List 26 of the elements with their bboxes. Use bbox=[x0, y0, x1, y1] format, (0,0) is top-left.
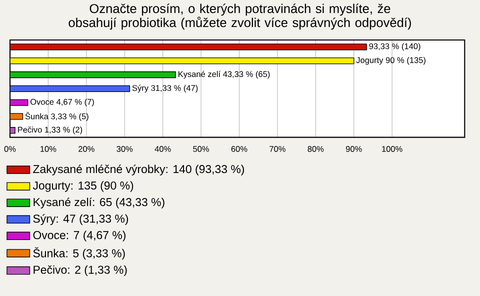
legend-label: Pečivo: 2 (1,33 %) bbox=[34, 265, 127, 276]
x-tick-label: 30% bbox=[116, 146, 133, 152]
legend-label: Kysané zelí: 65 (43,33 %) bbox=[34, 198, 164, 208]
data-label: Kysané zelí 43,33 % (65) bbox=[178, 70, 270, 79]
x-tick-label: 0% bbox=[4, 146, 16, 152]
data-label: Sýry 31,33 % (47) bbox=[132, 84, 198, 93]
data-label: Ovoce 4,67 % (7) bbox=[30, 98, 94, 106]
x-tick-label: 100% bbox=[382, 146, 402, 152]
x-tick-label: 60% bbox=[231, 146, 248, 152]
x-tick-label: 50% bbox=[193, 146, 210, 152]
chart-title: Označte prosím, o kterých potravinách si myslíte, že obsahují probiotika (můžete zvolit více správných odpovědí) bbox=[68, 4, 411, 30]
x-tick-label: 40% bbox=[154, 146, 171, 152]
x-tick-label: 10% bbox=[40, 146, 56, 152]
data-label: Pečivo 1,33 % (2) bbox=[18, 126, 82, 134]
legend-label: Šunka: 5 (3,33 %) bbox=[33, 247, 125, 260]
data-label: 93,33 % (140) bbox=[369, 43, 420, 51]
legend-label: Ovoce: 7 (4,67 %) bbox=[33, 230, 126, 242]
legend-label: Jogurty: 135 (90 %) bbox=[32, 181, 134, 192]
data-label: Šunka 3,33 % (5) bbox=[25, 112, 88, 121]
data-label: Jogurty 90 % (135) bbox=[356, 57, 426, 65]
legend-label: Sýry: 47 (31,33 %) bbox=[33, 214, 128, 226]
x-tick-label: 80% bbox=[308, 146, 324, 152]
x-tick-label: 70% bbox=[270, 146, 286, 152]
x-tick-label: 90% bbox=[346, 146, 362, 152]
x-tick-label: 20% bbox=[78, 146, 94, 152]
legend-label: Zakysané mléčné výrobky: 140 (93,33 %) bbox=[33, 164, 244, 176]
